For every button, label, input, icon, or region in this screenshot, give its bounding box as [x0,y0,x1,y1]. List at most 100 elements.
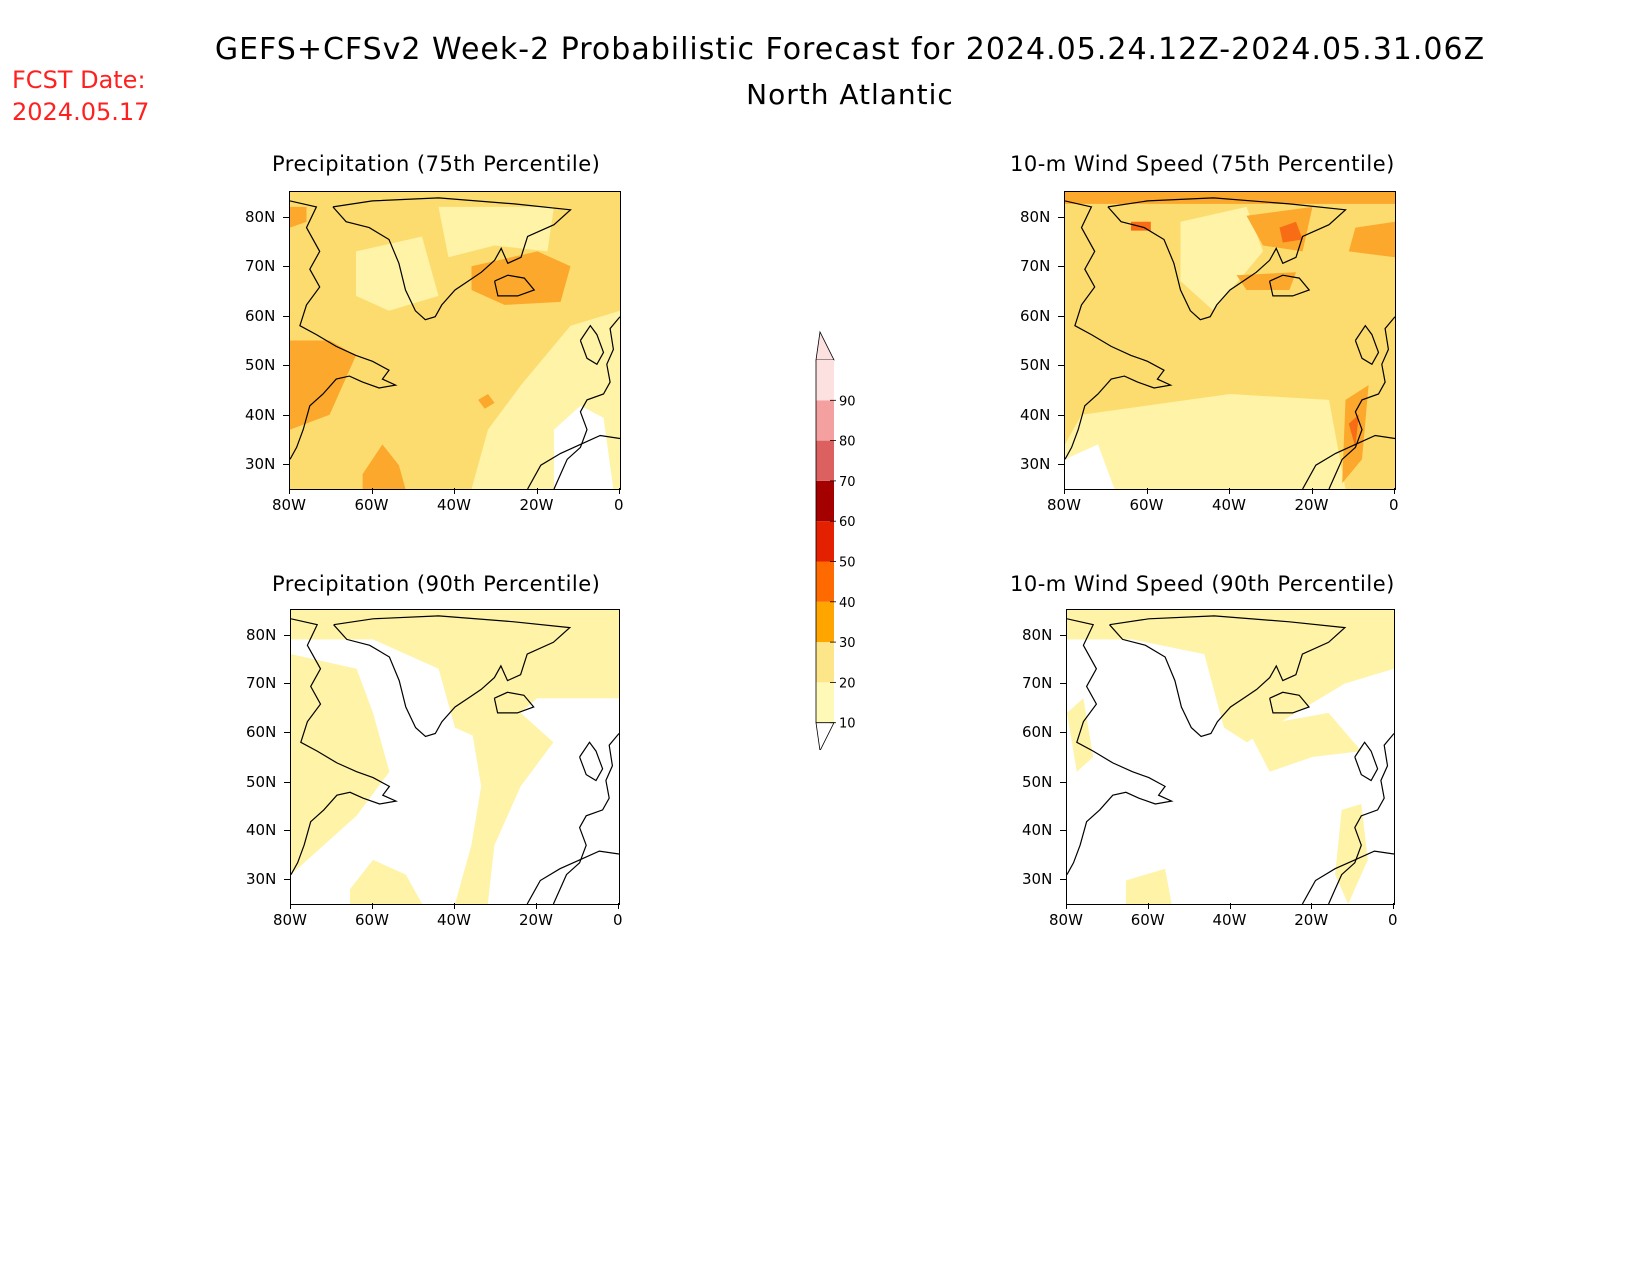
coastline-britain [579,741,604,782]
coastline-iceland [493,691,535,714]
coastline-canada [290,200,398,460]
lat-tick [284,634,290,636]
lon-tick-label: 20W [519,496,554,514]
probability-region [1065,394,1346,489]
lat-tick [1060,879,1066,881]
coastline-iceland [1269,691,1311,714]
colorbar-swatch [816,642,834,683]
coastline-greenland [1107,197,1347,321]
lon-tick [1229,903,1231,909]
lat-tick [1060,830,1066,832]
map-wind-90th [1066,609,1395,905]
lat-tick [284,781,290,783]
probability-region [455,712,554,904]
colorbar-label: 40 [839,596,856,611]
lon-tick [454,903,455,909]
lat-tick-label: 50N [245,356,276,375]
lat-tick [283,414,289,416]
lat-tick [283,315,289,317]
lon-tick [1311,903,1313,909]
probability-region [1125,868,1172,904]
lon-tick [1229,488,1230,494]
lon-tick [1393,903,1394,909]
lat-tick [1060,732,1066,734]
lat-tick-label: 40N [1022,821,1053,840]
map-field-1 [1065,192,1395,489]
lat-tick-label: 60N [245,306,276,325]
lon-tick [1064,488,1065,494]
probability-region [554,405,614,489]
region-subtitle: North Atlantic [746,78,954,111]
colorbar-swatch [816,682,834,723]
probability-region [1065,192,1395,204]
lon-tick [1066,903,1067,909]
lat-tick [1060,781,1066,783]
panel-title-wind-90: 10-m Wind Speed (90th Percentile) [1010,572,1395,596]
lat-tick [1058,266,1064,268]
lat-tick-label: 60N [1022,723,1053,742]
lat-tick-label: 80N [246,625,277,644]
lon-tick [536,488,538,494]
probability-region [471,251,571,305]
lon-tick-label: 80W [273,911,307,929]
lat-tick-label: 60N [1020,306,1051,325]
coastline-africa [527,434,620,489]
lat-tick [1058,216,1064,218]
probability-region [1236,272,1296,290]
probability-region [1279,221,1303,243]
lon-tick [618,903,619,909]
panel-title-precip-90: Precipitation (90th Percentile) [272,572,601,596]
lon-tick-label: 80W [272,496,306,514]
colorbar-swatch [816,601,834,643]
lat-tick [1058,414,1064,416]
map-field-2 [291,610,619,904]
fcst-date-label: FCST Date: [12,66,146,94]
lon-tick-label: 20W [1294,496,1329,514]
lat-tick-label: 40N [245,405,276,424]
lon-tick-label: 0 [614,496,624,514]
lat-tick-label: 80N [1022,625,1053,644]
lat-tick-label: 50N [1020,356,1051,375]
lon-tick-label: 60W [354,496,389,514]
lon-tick [1311,488,1313,494]
lat-tick-label: 80N [1020,207,1051,226]
coastline-greenland [332,197,572,321]
coastline-britain [1354,741,1379,782]
lat-tick-label: 30N [246,870,277,889]
probability-region [290,340,356,430]
panel-title-precip-75: Precipitation (75th Percentile) [272,152,601,176]
coastline-greenland [333,615,572,738]
map-precip-75th [289,191,621,490]
colorbar-bottom-arrow [815,722,835,750]
colorbar-swatch [816,521,834,562]
probability-region [356,236,439,311]
colorbar-label: 50 [839,556,856,571]
colorbar-legend: 10 20 30 40 50 60 70 80 90 [815,330,856,750]
lon-tick-label: 60W [355,911,389,929]
lat-tick [284,683,290,685]
lon-tick-label: 40W [437,911,471,929]
colorbar-swatch [816,360,834,401]
probability-region [478,394,495,409]
colorbar-swatch [816,561,834,602]
lat-tick-label: 60N [246,723,277,742]
coastline-canada [1067,618,1174,875]
lat-tick [284,879,290,881]
lon-tick [619,488,620,494]
colorbar-swatch [816,480,834,522]
lon-tick-label: 60W [1129,496,1164,514]
lon-tick-label: 60W [1130,911,1165,929]
map-field-3 [1067,610,1394,904]
lat-tick-label: 30N [1020,455,1051,474]
probability-region [1348,414,1359,448]
lon-tick-label: 0 [1388,911,1398,929]
lat-tick [1060,683,1066,685]
lon-tick [1394,488,1395,494]
colorbar-label: 80 [839,435,856,450]
probability-region [1065,444,1115,489]
lon-tick-label: 80W [1047,496,1081,514]
coastline-canada [1065,200,1173,460]
lon-tick-label: 20W [519,911,553,929]
lat-tick-label: 30N [1022,870,1053,889]
lat-tick-label: 50N [246,772,277,791]
